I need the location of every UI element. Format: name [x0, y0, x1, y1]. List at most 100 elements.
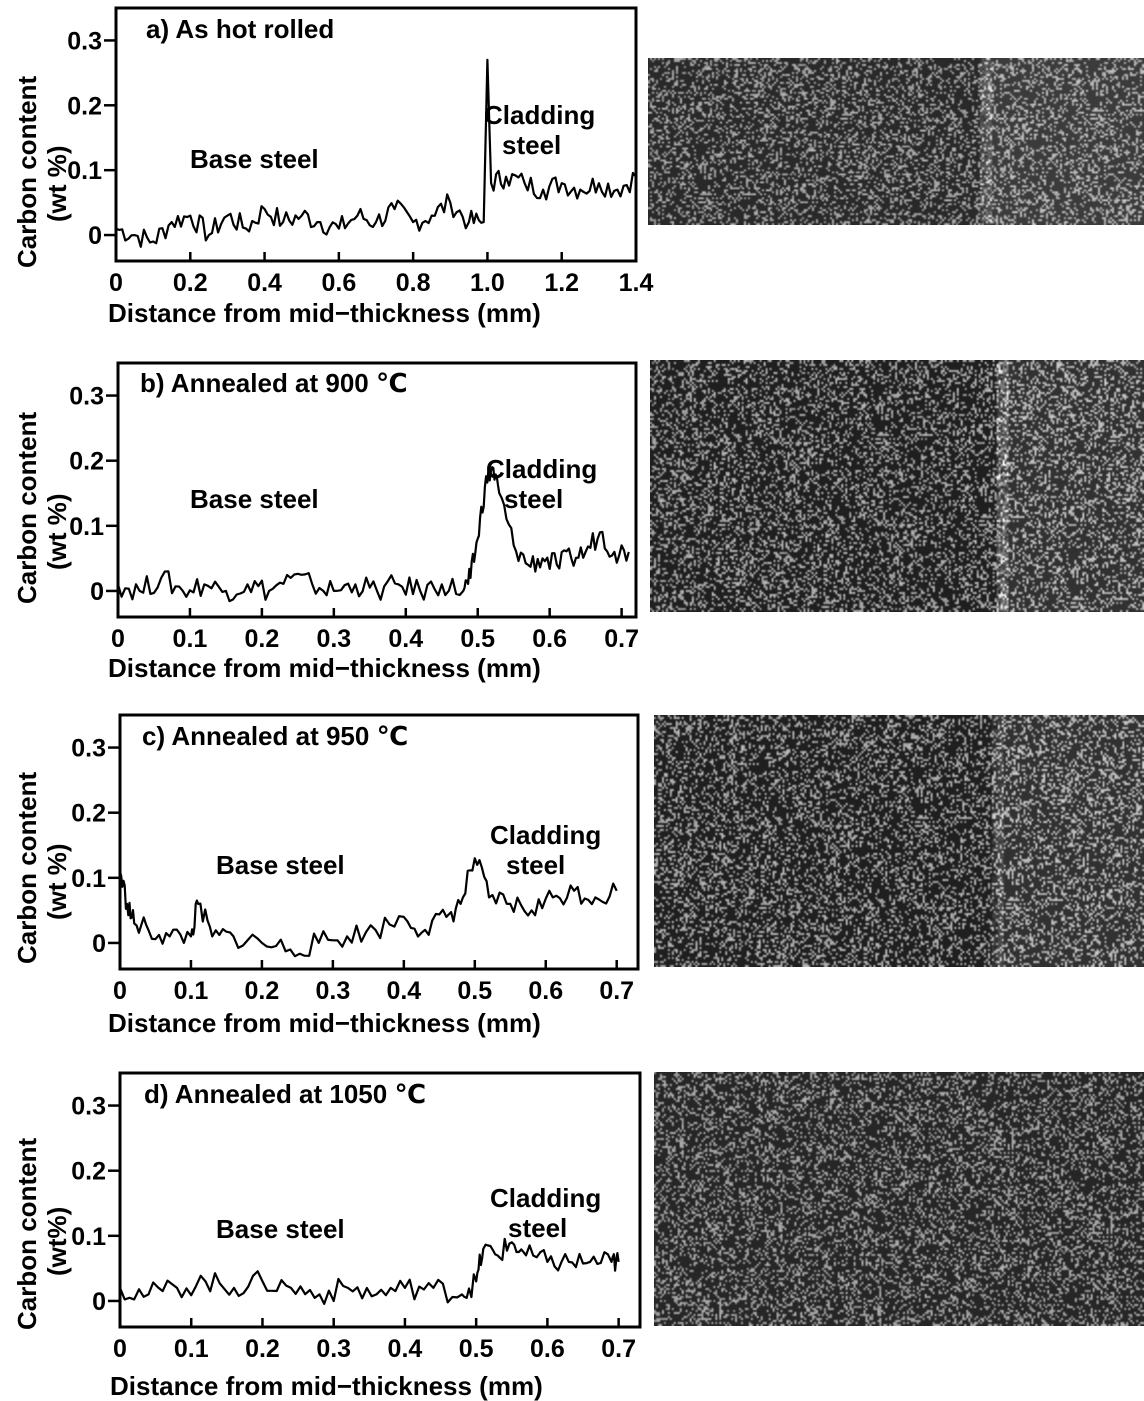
x-axis-label: Distance from mid−thickness (mm): [108, 1008, 541, 1038]
plot-frame: [116, 361, 638, 619]
axis-ticks: [106, 394, 623, 617]
x-tick-label: 0.4: [247, 269, 282, 297]
cladding-label-line2: steel: [508, 1213, 567, 1243]
y-tick-label: 0.3: [67, 27, 102, 55]
x-tick-label: 0.6: [528, 977, 563, 1005]
x-tick-label: 0.3: [316, 625, 351, 653]
y-tick-label: 0: [88, 222, 102, 250]
y-tick-labels: 0 0.1 0.2 0.3: [71, 1093, 106, 1316]
x-tick-label: 0: [113, 1335, 127, 1363]
chart-panel-b: 0 0.1 0.2 0.3 0.4 0.5 0.6 0.7 0 0.1 0.2 0.3 b) Ann…: [12, 361, 639, 683]
y-tick-labels: 0 0.1 0.2 0.3: [67, 27, 102, 250]
base-steel-label: Base steel: [216, 850, 345, 880]
carbon-profile-line: [118, 1237, 620, 1306]
y-axis-unit: (wt %): [42, 145, 72, 222]
y-tick-label: 0.1: [71, 1223, 106, 1251]
y-tick-label: 0.2: [71, 800, 106, 828]
base-steel-label: Base steel: [190, 484, 319, 514]
plot-frame: [114, 6, 638, 263]
x-tick-label: 0.7: [601, 1335, 636, 1363]
x-tick-labels: 0 0.1 0.2 0.3 0.4 0.5 0.6 0.7: [111, 625, 639, 653]
x-tick-labels: 0 0.2 0.4 0.6 0.8 1.0 1.2 1.4: [109, 269, 653, 297]
y-tick-label: 0: [90, 578, 104, 606]
x-tick-label: 0: [109, 269, 123, 297]
y-tick-label: 0.3: [71, 735, 106, 763]
axis-ticks: [104, 39, 638, 261]
y-tick-label: 0: [92, 1288, 106, 1316]
y-axis-label: Carbon content: [12, 412, 42, 604]
x-tick-label: 0: [113, 977, 127, 1005]
micrograph-b: [650, 360, 1144, 612]
axis-ticks: [108, 1104, 620, 1327]
x-tick-label: 0.7: [599, 977, 634, 1005]
x-tick-label: 0.1: [174, 977, 209, 1005]
y-tick-label: 0.1: [71, 865, 106, 893]
carbon-profile-line: [118, 857, 618, 958]
cladding-label-line2: steel: [504, 484, 563, 514]
micrograph-d: [654, 1072, 1144, 1326]
x-tick-label: 0.4: [386, 977, 421, 1005]
micrograph-a: [648, 58, 1144, 225]
x-tick-labels: 0 0.1 0.2 0.3 0.4 0.5 0.6 0.7: [113, 1335, 636, 1363]
y-axis-label: Carbon content: [12, 772, 42, 964]
x-tick-label: 1.0: [470, 269, 505, 297]
base-steel-label: Base steel: [190, 144, 319, 174]
y-tick-label: 0: [92, 930, 106, 958]
x-tick-label: 0: [111, 625, 125, 653]
chart-title: c) Annealed at 950 ℃: [142, 721, 408, 751]
y-tick-labels: 0 0.1 0.2 0.3: [69, 383, 104, 606]
x-tick-label: 0.2: [245, 977, 280, 1005]
x-tick-label: 0.2: [245, 625, 280, 653]
x-axis-label: Distance from mid−thickness (mm): [110, 1371, 543, 1401]
y-axis-unit: (wt %): [42, 493, 72, 570]
x-tick-label: 1.2: [544, 269, 579, 297]
y-tick-label: 0.2: [67, 92, 102, 120]
chart-title: a) As hot rolled: [146, 14, 334, 44]
base-steel-label: Base steel: [216, 1214, 345, 1244]
x-tick-label: 0.5: [460, 625, 495, 653]
y-axis-label: Carbon content: [12, 1138, 42, 1330]
chart-panel-d: 0 0.1 0.2 0.3 0.4 0.5 0.6 0.7 0 0.1 0.2 0.3 d) Ann…: [12, 1071, 642, 1401]
cladding-label-line2: steel: [502, 130, 561, 160]
chart-panel-a: 0 0.2 0.4 0.6 0.8 1.0 1.2 1.4 0 0.1 0.2 0.3 a) As …: [12, 6, 653, 328]
x-tick-label: 0.4: [388, 625, 423, 653]
micrograph-c: [654, 715, 1144, 967]
x-tick-label: 0.1: [173, 625, 208, 653]
x-tick-label: 0.3: [316, 1335, 351, 1363]
cladding-label-line1: Cladding: [490, 820, 601, 850]
chart-title: b) Annealed at 900 ℃: [140, 368, 407, 398]
x-axis-label: Distance from mid−thickness (mm): [108, 298, 541, 328]
cladding-label-line1: Cladding: [484, 100, 595, 130]
x-tick-label: 0.3: [315, 977, 350, 1005]
x-tick-label: 0.5: [459, 1335, 494, 1363]
x-tick-labels: 0 0.1 0.2 0.3 0.4 0.5 0.6 0.7: [113, 977, 634, 1005]
carbon-profile-line: [116, 466, 630, 603]
y-tick-label: 0.1: [67, 157, 102, 185]
x-tick-label: 0.4: [388, 1335, 423, 1363]
y-tick-labels: 0 0.1 0.2 0.3: [71, 735, 106, 958]
x-tick-label: 0.8: [396, 269, 431, 297]
y-tick-label: 0.2: [69, 448, 104, 476]
chart-title: d) Annealed at 1050 ℃: [144, 1079, 426, 1109]
x-tick-label: 0.2: [173, 269, 208, 297]
y-axis-unit: (wt%): [42, 1207, 72, 1276]
y-tick-label: 0.3: [69, 383, 104, 411]
x-tick-label: 0.2: [245, 1335, 280, 1363]
y-tick-label: 0.1: [69, 513, 104, 541]
x-tick-label: 0.6: [321, 269, 356, 297]
cladding-label-line1: Cladding: [486, 454, 597, 484]
x-axis-label: Distance from mid−thickness (mm): [108, 653, 541, 683]
plot-frame: [118, 1071, 642, 1329]
x-tick-label: 0.5: [457, 977, 492, 1005]
y-axis-unit: (wt %): [42, 843, 72, 920]
plot-frame: [118, 713, 640, 971]
y-tick-label: 0.3: [71, 1093, 106, 1121]
cladding-label-line1: Cladding: [490, 1183, 601, 1213]
x-tick-label: 0.7: [604, 625, 639, 653]
x-tick-label: 0.1: [174, 1335, 209, 1363]
y-axis-label: Carbon content: [12, 76, 42, 268]
y-tick-label: 0.2: [71, 1158, 106, 1186]
axis-ticks: [108, 746, 618, 969]
carbon-profile-line: [115, 58, 637, 248]
